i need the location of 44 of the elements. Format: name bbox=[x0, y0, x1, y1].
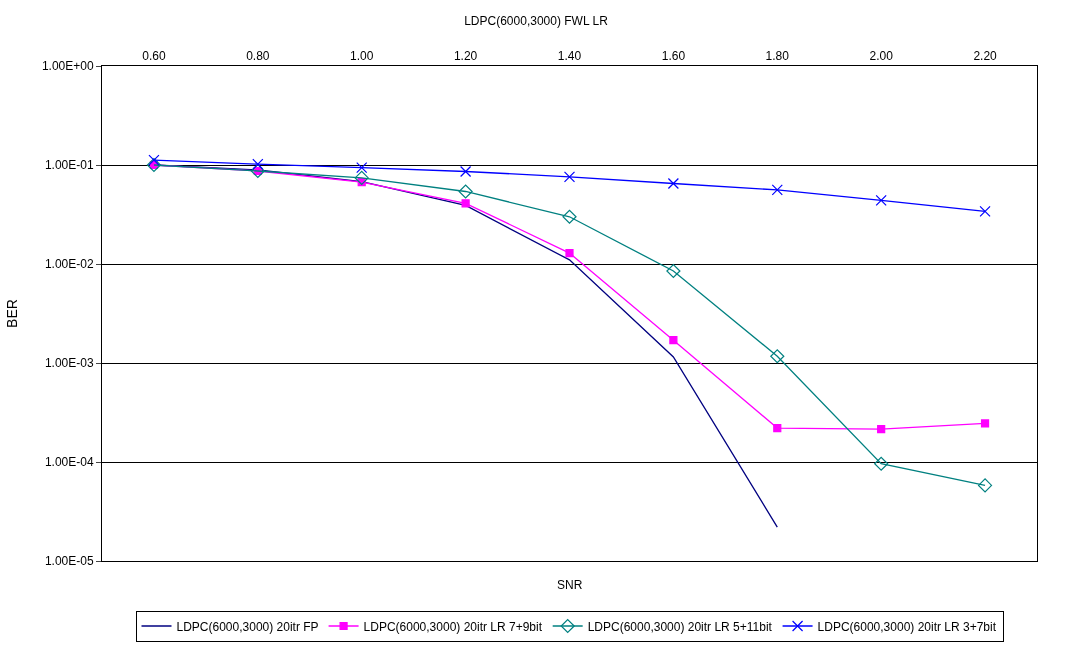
legend-label: LDPC(6000,3000) 20itr LR 5+11bit bbox=[587, 619, 773, 634]
y-tick-label: 1.00E+00 bbox=[41, 59, 94, 74]
y-tick-label: 1.00E-01 bbox=[44, 158, 94, 173]
x-tick-label: 0.60 bbox=[142, 49, 166, 64]
point bbox=[874, 456, 889, 471]
y-tick-label: 1.00E-05 bbox=[44, 554, 94, 569]
point bbox=[667, 177, 679, 190]
point bbox=[875, 194, 887, 206]
legend-label: LDPC(6000,3000) 20itr LR 3+7bit bbox=[817, 619, 997, 634]
point bbox=[773, 424, 782, 433]
x-tick-label: 1.20 bbox=[453, 49, 478, 64]
point bbox=[562, 209, 577, 224]
point bbox=[979, 205, 991, 217]
point bbox=[565, 248, 574, 258]
point bbox=[669, 336, 678, 345]
x-tick-label: 2.20 bbox=[973, 49, 998, 64]
y-tick-label: 1.00E-04 bbox=[44, 455, 94, 470]
x-tick-label: 1.80 bbox=[765, 49, 790, 64]
x-tick-label: 1.40 bbox=[557, 49, 582, 64]
y-tick-label: 1.00E-03 bbox=[44, 356, 94, 371]
x-tick-label: 2.00 bbox=[869, 49, 894, 64]
y-tick-label: 1.00E-02 bbox=[44, 257, 94, 272]
point bbox=[461, 199, 470, 208]
point bbox=[354, 170, 369, 186]
y-axis-title: BER bbox=[4, 299, 21, 328]
point bbox=[877, 424, 886, 434]
point bbox=[563, 171, 576, 183]
x-tick-label: 1.00 bbox=[350, 49, 374, 64]
legend-label: LDPC(6000,3000) 20itr FP bbox=[176, 619, 319, 634]
point bbox=[666, 263, 681, 279]
x-tick-label: 1.60 bbox=[661, 49, 686, 64]
point bbox=[148, 154, 160, 166]
x-axis-title: SNR bbox=[557, 578, 583, 592]
point bbox=[980, 419, 990, 428]
legend-label: LDPC(6000,3000) 20itr LR 7+9bit bbox=[363, 619, 543, 634]
chart-title: LDPC(6000,3000) FWL LR bbox=[464, 13, 609, 28]
point bbox=[770, 349, 785, 364]
point bbox=[252, 158, 264, 170]
point bbox=[356, 162, 368, 174]
point bbox=[460, 165, 472, 178]
point bbox=[977, 478, 993, 493]
point bbox=[771, 184, 783, 196]
x-tick-label: 0.80 bbox=[246, 49, 270, 64]
point bbox=[458, 184, 473, 199]
